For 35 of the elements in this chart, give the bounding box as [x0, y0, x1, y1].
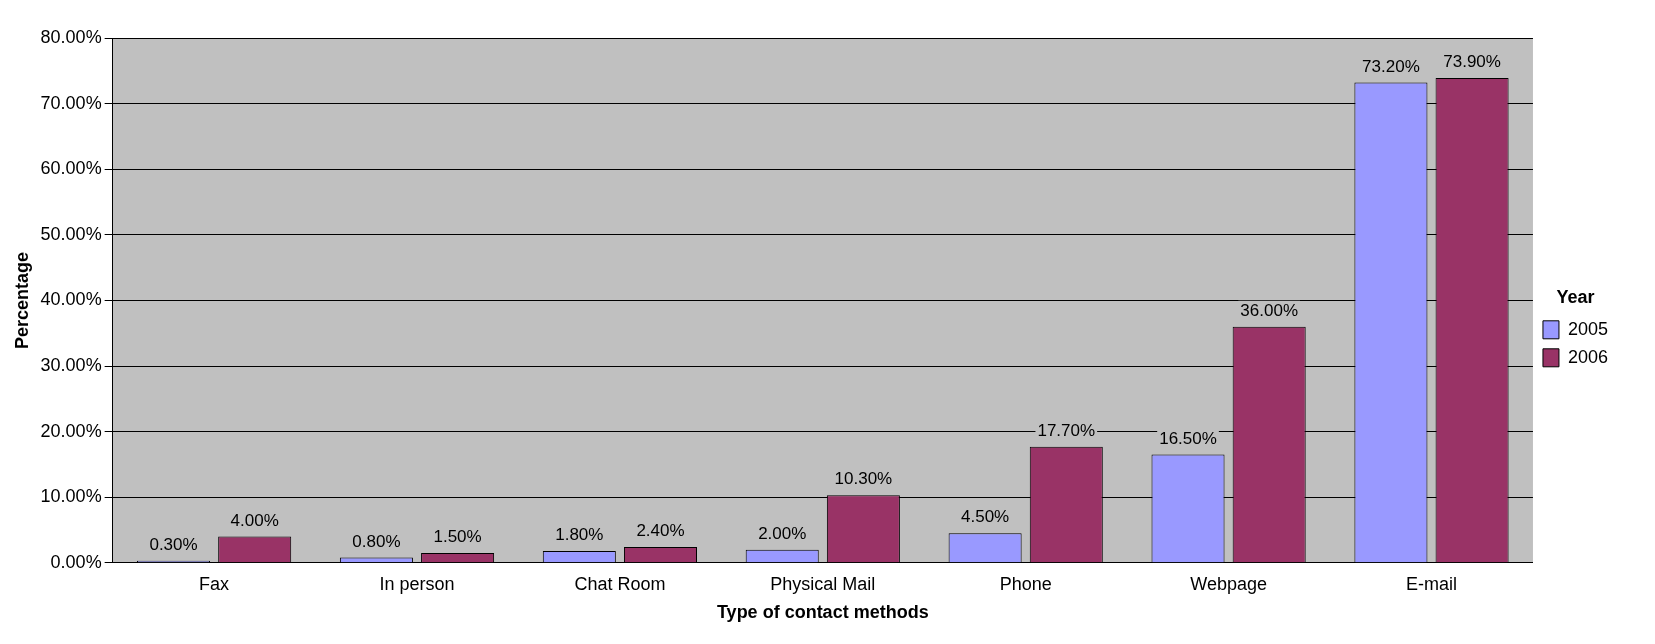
- y-tick-label: 50.00%: [40, 223, 102, 244]
- data-label: 36.00%: [1240, 300, 1299, 320]
- x-tick-label: Physical Mail: [770, 573, 876, 594]
- legend-title: Year: [1556, 287, 1595, 308]
- x-tick-label: Chat Room: [574, 573, 666, 594]
- data-label: 1.50%: [433, 527, 482, 547]
- x-tick-label: E-mail: [1406, 573, 1458, 594]
- y-tick-label: 60.00%: [40, 158, 102, 179]
- y-tick-label: 80.00%: [40, 26, 102, 47]
- data-label: 73.20%: [1362, 56, 1420, 76]
- y-tick-label: 70.00%: [40, 92, 102, 113]
- x-tick-label: In person: [379, 573, 455, 594]
- legend-label: 2006: [1567, 346, 1608, 367]
- data-label: 2.40%: [636, 521, 685, 541]
- y-tick-label: 10.00%: [40, 486, 102, 507]
- data-label: 0.80%: [352, 531, 401, 551]
- data-label: 73.90%: [1443, 52, 1501, 72]
- y-axis-title: Percentage: [11, 251, 32, 349]
- x-tick-label: Webpage: [1190, 573, 1267, 594]
- data-label: 4.50%: [961, 507, 1010, 527]
- data-label: 10.30%: [834, 469, 893, 489]
- data-label: 16.50%: [1159, 428, 1217, 448]
- legend-label: 2005: [1567, 318, 1608, 339]
- y-tick-label: 30.00%: [40, 354, 102, 375]
- y-tick-label: 40.00%: [40, 289, 102, 310]
- data-label: 1.80%: [555, 525, 604, 545]
- x-axis-title: Type of contact methods: [716, 602, 929, 623]
- x-tick-label: Fax: [199, 573, 230, 594]
- y-tick-label: 20.00%: [40, 420, 102, 441]
- data-label: 4.00%: [230, 510, 279, 530]
- data-label: 2.00%: [758, 523, 807, 543]
- data-label: 17.70%: [1037, 420, 1096, 440]
- x-tick-label: Phone: [999, 573, 1052, 594]
- data-label: 0.30%: [149, 535, 198, 555]
- y-tick-label: 0.00%: [50, 551, 102, 572]
